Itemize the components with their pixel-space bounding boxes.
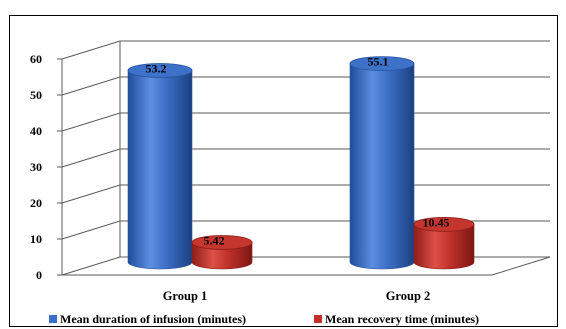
y-tick-label: 30 xyxy=(30,160,42,174)
y-tick-label: 50 xyxy=(30,88,42,102)
cylinder-bar xyxy=(127,70,193,270)
data-label: 53.2 xyxy=(146,61,167,75)
y-tick-label: 20 xyxy=(30,196,42,210)
legend-label: Mean recovery time (minutes) xyxy=(325,312,479,326)
y-tick-label: 60 xyxy=(30,52,42,66)
cylinder-bar xyxy=(349,63,415,270)
cylinder-cap xyxy=(349,56,415,72)
legend-swatch xyxy=(49,315,57,323)
labels-layer: 53.2 5.42 55.1 10.45 xyxy=(146,55,450,248)
x-category-label: Group 2 xyxy=(386,289,431,303)
y-tick-label: 0 xyxy=(36,268,42,282)
legend: Mean duration of infusion (minutes) Mean … xyxy=(49,312,479,326)
legend-swatch xyxy=(314,315,322,323)
floor-right-edge xyxy=(491,256,551,276)
axis-layer: 0 10 20 30 40 50 60 Group 1 Group 2 xyxy=(30,52,430,303)
cylinder-bar xyxy=(191,242,253,270)
data-label: 55.1 xyxy=(368,55,389,69)
cylinder-cap xyxy=(191,235,253,250)
x-category-label: Group 1 xyxy=(163,289,208,303)
gridline xyxy=(61,40,550,60)
y-tick-label: 40 xyxy=(30,124,42,138)
data-label: 10.45 xyxy=(423,215,450,229)
cylinder-cap xyxy=(413,216,475,232)
cylinder-bar xyxy=(413,224,475,270)
bars-layer xyxy=(127,56,475,270)
cylinder-cap xyxy=(127,63,193,78)
data-label: 5.42 xyxy=(204,233,225,247)
legend-label: Mean duration of infusion (minutes) xyxy=(60,312,246,326)
y-tick-label: 10 xyxy=(30,232,42,246)
